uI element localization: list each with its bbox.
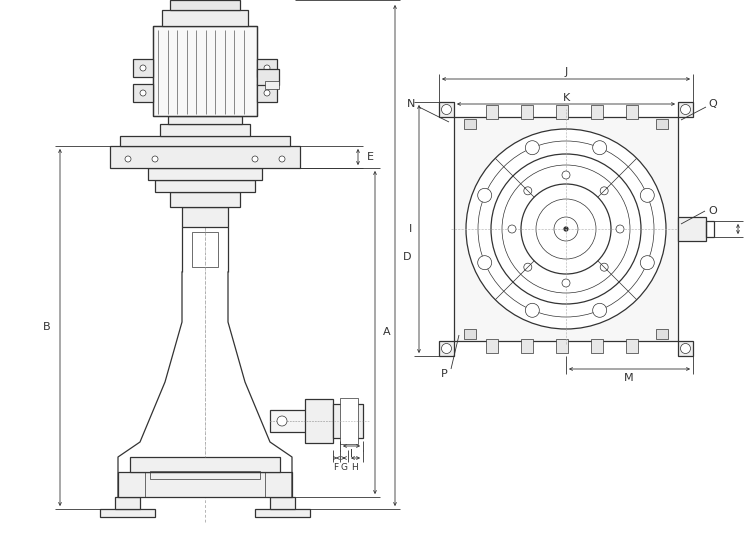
Bar [170, 192, 240, 207]
Circle shape [152, 156, 158, 162]
Bar [678, 217, 706, 241]
Bar [155, 180, 255, 192]
Bar [270, 497, 295, 509]
Bar [626, 105, 638, 119]
Text: I: I [349, 449, 352, 459]
Bar [486, 105, 498, 119]
Circle shape [264, 65, 270, 71]
Bar [257, 59, 277, 77]
Circle shape [600, 263, 608, 271]
Circle shape [525, 303, 539, 317]
Circle shape [277, 416, 287, 426]
Text: O: O [708, 206, 717, 216]
Circle shape [442, 344, 451, 353]
Circle shape [600, 187, 608, 195]
Text: J: J [565, 67, 568, 77]
Bar [120, 136, 290, 146]
Text: H: H [352, 462, 358, 471]
Bar [115, 497, 140, 509]
Bar [153, 26, 257, 116]
Bar [270, 410, 315, 432]
Bar [706, 221, 714, 237]
Bar [439, 341, 454, 356]
Bar [192, 232, 218, 267]
Bar [130, 457, 280, 472]
Circle shape [279, 156, 285, 162]
Bar [255, 509, 310, 517]
Circle shape [593, 141, 606, 155]
Circle shape [562, 171, 570, 179]
Bar [257, 84, 277, 102]
Bar [110, 146, 300, 168]
Bar [626, 339, 638, 353]
Bar [133, 59, 153, 77]
Text: P: P [440, 369, 448, 379]
Text: Q: Q [708, 99, 717, 109]
Circle shape [264, 90, 270, 96]
Circle shape [562, 279, 570, 287]
Bar [145, 472, 265, 497]
Text: D: D [403, 252, 411, 262]
Text: E: E [367, 152, 374, 162]
Bar [170, 0, 240, 10]
Text: G: G [340, 462, 347, 471]
Circle shape [593, 303, 606, 317]
Bar [265, 81, 279, 89]
Circle shape [640, 256, 654, 270]
Circle shape [616, 225, 624, 233]
Circle shape [140, 90, 146, 96]
Circle shape [524, 263, 532, 271]
Bar [257, 69, 279, 85]
Circle shape [525, 141, 539, 155]
Bar [160, 124, 250, 136]
Text: I: I [409, 224, 413, 234]
Bar [556, 339, 568, 353]
Bar [305, 399, 333, 443]
Bar [148, 168, 262, 180]
Bar [153, 26, 257, 116]
Bar [591, 339, 603, 353]
Text: F: F [334, 462, 338, 471]
Bar [486, 339, 498, 353]
Bar [556, 105, 568, 119]
Bar [678, 102, 693, 117]
Bar [464, 119, 476, 129]
Bar [678, 341, 693, 356]
Circle shape [252, 156, 258, 162]
Bar [464, 329, 476, 339]
Bar [656, 329, 668, 339]
Bar [656, 119, 668, 129]
Circle shape [680, 105, 691, 114]
Bar [333, 404, 363, 438]
Bar [150, 471, 260, 479]
Bar [591, 105, 603, 119]
Bar [521, 339, 533, 353]
Circle shape [442, 105, 451, 114]
Circle shape [508, 225, 516, 233]
Circle shape [680, 344, 691, 353]
Text: M: M [624, 373, 634, 383]
Circle shape [466, 129, 666, 329]
Circle shape [564, 227, 568, 231]
Bar [100, 509, 155, 517]
Bar [118, 472, 292, 497]
Bar [133, 84, 153, 102]
Bar [521, 105, 533, 119]
Circle shape [140, 65, 146, 71]
Text: N: N [407, 99, 415, 109]
Bar [162, 10, 248, 26]
Text: B: B [42, 322, 50, 332]
Circle shape [524, 187, 532, 195]
Circle shape [478, 256, 492, 270]
Bar [168, 116, 242, 124]
Circle shape [640, 188, 654, 202]
Bar [454, 117, 678, 341]
Bar [439, 102, 454, 117]
Text: A: A [383, 327, 390, 337]
Text: K: K [562, 93, 570, 103]
Bar [340, 398, 358, 444]
Circle shape [478, 188, 492, 202]
Circle shape [125, 156, 131, 162]
Bar [182, 207, 228, 227]
